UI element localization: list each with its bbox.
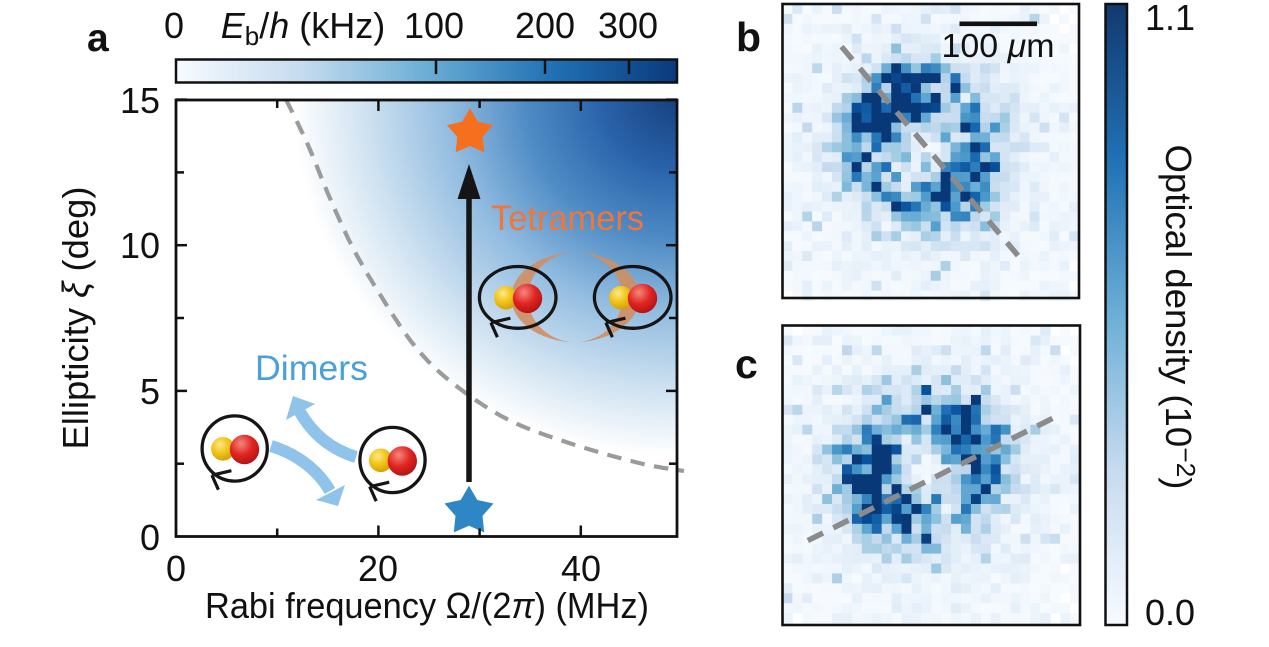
svg-text:5: 5 (140, 371, 160, 412)
svg-text:b: b (736, 14, 761, 60)
svg-text:300: 300 (598, 5, 658, 46)
svg-text:0.0: 0.0 (1145, 592, 1195, 633)
svg-text:a: a (87, 17, 109, 60)
svg-text:15: 15 (120, 80, 160, 121)
svg-text:100 μm: 100 μm (942, 27, 1055, 64)
svg-text:200: 200 (515, 5, 575, 46)
svg-text:c: c (735, 341, 758, 387)
svg-text:10: 10 (120, 225, 160, 266)
svg-text:Ellipticity ξ (deg): Ellipticity ξ (deg) (55, 187, 96, 450)
svg-text:100: 100 (404, 5, 464, 46)
svg-text:Optical density (10−2): Optical density (10−2) (1158, 145, 1201, 490)
svg-text:1.1: 1.1 (1145, 0, 1195, 38)
svg-text:Dimers: Dimers (255, 349, 368, 388)
svg-text:0: 0 (140, 517, 160, 558)
svg-text:Eb/h (kHz): Eb/h (kHz) (221, 5, 386, 51)
svg-text:Rabi frequency Ω/(2π) (MHz): Rabi frequency Ω/(2π) (MHz) (205, 585, 649, 626)
svg-text:0: 0 (164, 5, 184, 46)
svg-text:20: 20 (358, 548, 398, 589)
svg-text:40: 40 (561, 548, 601, 589)
svg-text:0: 0 (166, 548, 186, 589)
svg-text:Tetramers: Tetramers (491, 199, 644, 238)
